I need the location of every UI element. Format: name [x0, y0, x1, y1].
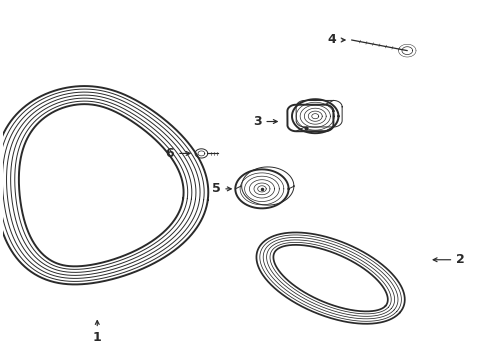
Text: 6: 6	[166, 147, 190, 160]
Text: 1: 1	[93, 320, 101, 344]
Text: 5: 5	[212, 183, 231, 195]
Text: 4: 4	[328, 33, 345, 46]
Text: 3: 3	[253, 115, 277, 128]
Text: 2: 2	[433, 253, 465, 266]
